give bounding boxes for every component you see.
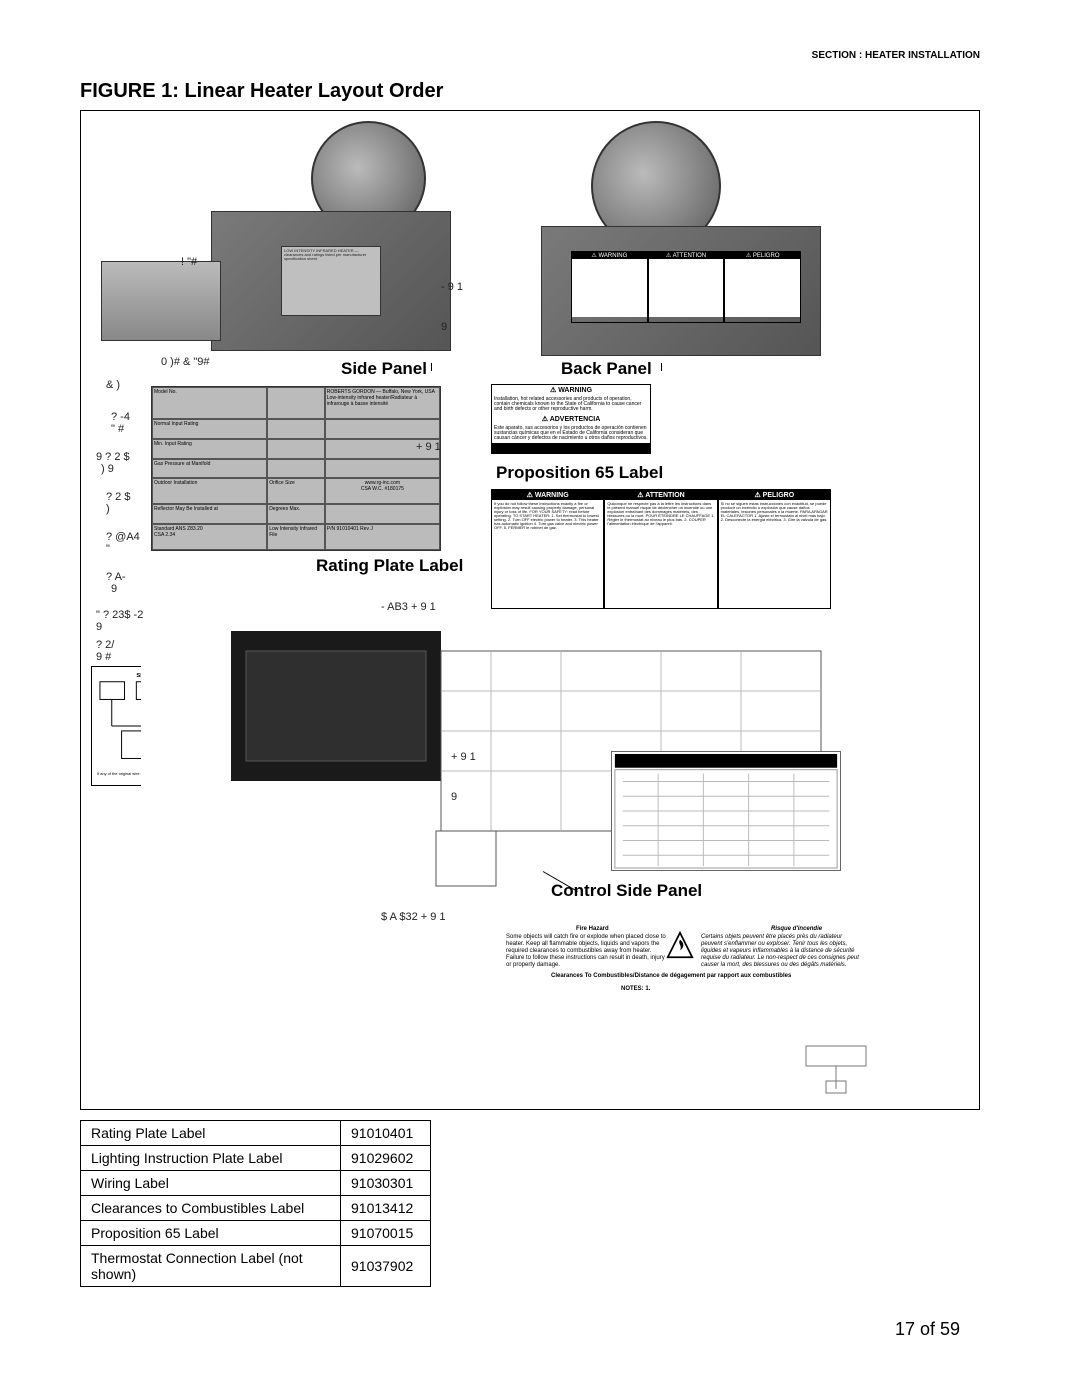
clearances-label-thumbnail: [611, 751, 841, 871]
fire-hazard-fr-title: Risque d'incendie: [771, 926, 822, 933]
prop65-warning-panel: ⚠ WARNING Installation, hot related acce…: [491, 384, 651, 454]
table-row: Thermostat Connection Label (not shown)9…: [81, 1246, 431, 1287]
annotation-text: 9 ? 2 $: [96, 451, 130, 463]
side-panel-label: Side Panel: [341, 359, 427, 379]
annotation-text: ": [106, 543, 110, 555]
table-row: Wiring Label91030301: [81, 1171, 431, 1196]
annotation-text: ? 2 $: [106, 491, 130, 503]
side-body-nameplate: LOW INTENSITY INFRARED HEATER — clearanc…: [281, 246, 381, 316]
annotation-text: ): [106, 503, 110, 515]
annotation-text: ? -4: [111, 411, 130, 423]
prop65-label: Proposition 65 Label: [496, 463, 663, 483]
fire-hazard-en-title: Fire Hazard: [576, 926, 609, 933]
side-heater-duct: [101, 261, 221, 341]
rating-plate-label: Rating Plate Label: [316, 556, 463, 576]
annotation-text: + 9 1: [416, 441, 441, 453]
annotation-text: 9: [441, 321, 447, 333]
install-schematic: [801, 1041, 871, 1096]
control-side-panel-label: Control Side Panel: [551, 881, 702, 901]
fire-hazard-fr-text: Certains objets peuvent être placés près…: [701, 934, 861, 969]
annotation-text: ? @A4: [106, 531, 140, 543]
clearances-title: Clearances To Combustibles/Distance de d…: [551, 973, 791, 980]
lighting-instruction-panel: ⚠ WARNINGIf you do not follow these inst…: [491, 489, 831, 609]
annotation-text: 9 #: [96, 651, 111, 663]
back-warning-strip: ⚠ WARNING ⚠ ATTENTION ⚠ PELIGRO: [571, 251, 801, 323]
annotation-text: ! "#: [181, 256, 197, 268]
page-number: 17 of 59: [895, 1319, 960, 1340]
fire-hazard-icon: [666, 931, 694, 959]
table-row: Proposition 65 Label91070015: [81, 1221, 431, 1246]
annotation-text: - 9 1: [441, 281, 463, 293]
table-row: Rating Plate Label91010401: [81, 1121, 431, 1146]
fire-hazard-en-text: Some objects will catch fire or explode …: [506, 934, 666, 969]
annotation-text: " #: [111, 423, 124, 435]
annotation-text: $ A $32 + 9 1: [381, 911, 446, 923]
figure-title: FIGURE 1: Linear Heater Layout Order: [80, 80, 443, 103]
rating-plate-image: Model No.ROBERTS GORDON — Buffalo, New Y…: [151, 386, 441, 551]
annotation-text: & ): [106, 379, 120, 391]
annotation-text: 9: [96, 621, 102, 633]
annotation-text: ) 9: [101, 463, 114, 475]
notes-label: NOTES: 1.: [621, 986, 650, 993]
leader-line: [661, 363, 662, 371]
annotation-text: 9: [111, 583, 117, 595]
diagram-frame: LOW INTENSITY INFRARED HEATER — clearanc…: [80, 110, 980, 1110]
annotation-text: ? A-: [106, 571, 126, 583]
annotation-text: 9: [451, 791, 457, 803]
annotation-text: + 9 1: [451, 751, 476, 763]
section-header: SECTION : HEATER INSTALLATION: [812, 50, 980, 61]
annotation-text: " ? 23$ -2: [96, 609, 143, 621]
table-row: Lighting Instruction Plate Label91029602: [81, 1146, 431, 1171]
annotation-text: ? 2/: [96, 639, 114, 651]
table-row: Clearances to Combustibles Label91013412: [81, 1196, 431, 1221]
annotation-text: 0 )# & "9#: [161, 356, 210, 368]
leader-line: [431, 363, 432, 371]
parts-table: Rating Plate Label91010401 Lighting Inst…: [80, 1120, 431, 1287]
annotation-text: - AB3 + 9 1: [381, 601, 436, 613]
back-panel-label: Back Panel: [561, 359, 652, 379]
